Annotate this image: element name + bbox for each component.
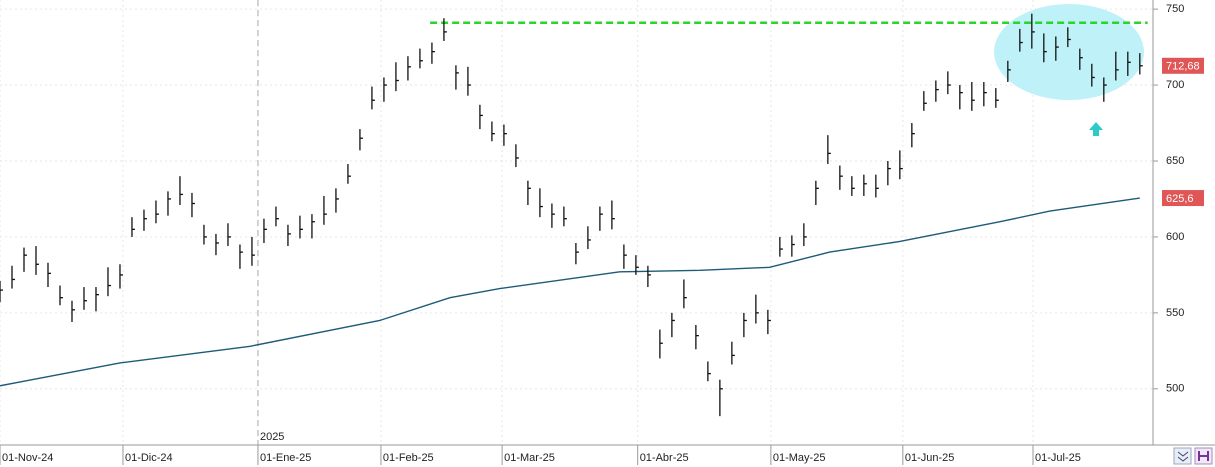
y-tick-label: 500 — [1166, 383, 1184, 395]
last-price-label: 712,68 — [1166, 61, 1200, 73]
y-tick-label: 700 — [1166, 79, 1184, 91]
y-tick-label: 650 — [1166, 155, 1184, 167]
highlight-ellipse — [994, 4, 1144, 100]
h-icon — [1198, 451, 1209, 461]
scroll-icon — [1177, 451, 1189, 462]
y-tick-label: 750 — [1166, 3, 1184, 15]
ma-value-label-box — [1162, 190, 1204, 207]
x-tick-label: 01-Mar-25 — [504, 452, 555, 464]
last-price-label-box — [1162, 57, 1204, 74]
x-tick-label: 01-Ene-25 — [260, 452, 311, 464]
ma-value-label: 625,6 — [1166, 193, 1194, 205]
x-tick-label: 01-Nov-24 — [2, 452, 53, 464]
y-tick-label: 550 — [1166, 307, 1184, 319]
plot: 500 550 600 650 700 750 01-Nov-24 01-Dic-24 01-E… — [0, 3, 1204, 465]
y-tick-label: 600 — [1166, 231, 1184, 243]
grid — [0, 0, 1153, 445]
moving-average — [0, 197, 1140, 387]
x-tick-label: 01-Feb-25 — [383, 452, 434, 464]
x-tick-label: 01-Jun-25 — [905, 452, 955, 464]
up-arrow — [1089, 122, 1103, 136]
year-label: 2025 — [260, 431, 284, 443]
x-tick-label: 01-Dic-24 — [125, 452, 173, 464]
x-tick-label: 01-Jul-25 — [1035, 452, 1081, 464]
x-tick-label: 01-May-25 — [773, 452, 826, 464]
x-tick-label: 01-Abr-25 — [640, 452, 689, 464]
